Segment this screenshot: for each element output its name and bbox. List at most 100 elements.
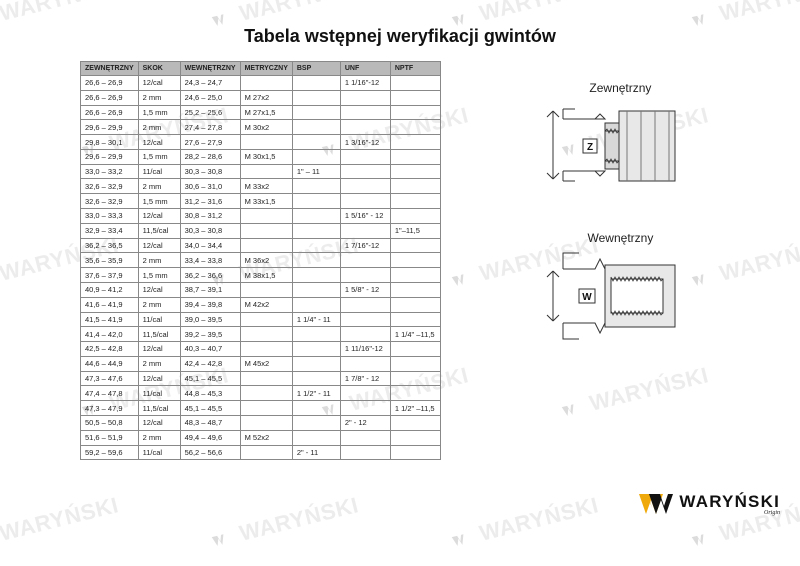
table-cell: 24,6 – 25,0: [180, 90, 240, 105]
table-cell: [390, 297, 440, 312]
table-cell: [292, 90, 340, 105]
table-cell: 11/cal: [138, 164, 180, 179]
table-cell: [340, 149, 390, 164]
table-row: 41,6 – 41,92 mm39,4 – 39,8M 42x2: [81, 297, 441, 312]
table-row: 44,6 – 44,92 mm42,4 – 42,8M 45x2: [81, 356, 441, 371]
table-cell: 2 mm: [138, 356, 180, 371]
table-cell: [292, 282, 340, 297]
table-cell: [240, 223, 292, 238]
table-cell: [390, 238, 440, 253]
table-cell: 59,2 – 59,6: [81, 445, 139, 460]
table-cell: 34,0 – 34,4: [180, 238, 240, 253]
table-cell: 35,6 – 35,9: [81, 253, 139, 268]
table-cell: 41,6 – 41,9: [81, 297, 139, 312]
table-cell: [292, 253, 340, 268]
table-cell: [240, 76, 292, 91]
table-cell: [292, 342, 340, 357]
content-row: ZEWNĘTRZNYSKOKWEWNĘTRZNYMETRYCZNYBSPUNFN…: [80, 61, 760, 460]
table-row: 32,9 – 33,411,5/cal30,3 – 30,81"–11,5: [81, 223, 441, 238]
table-row: 42,5 – 42,812/cal40,3 – 40,71 11/16"-12: [81, 342, 441, 357]
table-cell: 56,2 – 56,6: [180, 445, 240, 460]
table-cell: [390, 282, 440, 297]
table-cell: 1 1/16"-12: [340, 76, 390, 91]
table-cell: 36,2 – 36,6: [180, 268, 240, 283]
table-cell: [340, 386, 390, 401]
table-cell: 30,3 – 30,8: [180, 223, 240, 238]
table-cell: [292, 430, 340, 445]
table-cell: M 30x2: [240, 120, 292, 135]
table-cell: [340, 430, 390, 445]
col-header: BSP: [292, 62, 340, 76]
table-cell: [390, 149, 440, 164]
table-cell: 12/cal: [138, 415, 180, 430]
table-cell: M 36x2: [240, 253, 292, 268]
table-row: 59,2 – 59,611/cal56,2 – 56,62" - 11: [81, 445, 441, 460]
table-cell: 33,4 – 33,8: [180, 253, 240, 268]
table-row: 37,6 – 37,91,5 mm36,2 – 36,6M 38x1,5: [81, 268, 441, 283]
col-header: SKOK: [138, 62, 180, 76]
table-row: 32,6 – 32,91,5 mm31,2 – 31,6M 33x1,5: [81, 194, 441, 209]
internal-thread-svg: W: [545, 251, 695, 341]
table-cell: 27,6 – 27,9: [180, 135, 240, 150]
table-cell: [390, 445, 440, 460]
table-cell: 2" - 11: [292, 445, 340, 460]
table-cell: 12/cal: [138, 342, 180, 357]
table-row: 36,2 – 36,512/cal34,0 – 34,41 7/16"-12: [81, 238, 441, 253]
col-header: NPTF: [390, 62, 440, 76]
table-row: 26,6 – 26,91,5 mm25,2 – 25,6M 27x1,5: [81, 105, 441, 120]
table-cell: [390, 342, 440, 357]
table-cell: 45,1 – 45,5: [180, 371, 240, 386]
table-cell: [340, 297, 390, 312]
table-cell: [340, 401, 390, 416]
table-cell: [390, 209, 440, 224]
external-label: Zewnętrzny: [481, 81, 760, 95]
table-cell: [390, 164, 440, 179]
table-cell: 1 1/2" –11,5: [390, 401, 440, 416]
table-row: 33,0 – 33,312/cal30,8 – 31,21 5/16" - 12: [81, 209, 441, 224]
table-cell: 42,5 – 42,8: [81, 342, 139, 357]
table-cell: 41,4 – 42,0: [81, 327, 139, 342]
table-cell: [390, 179, 440, 194]
table-cell: 25,2 – 25,6: [180, 105, 240, 120]
table-cell: 12/cal: [138, 238, 180, 253]
table-cell: [240, 164, 292, 179]
table-cell: [240, 386, 292, 401]
table-row: 32,6 – 32,92 mm30,6 – 31,0M 33x2: [81, 179, 441, 194]
col-header: WEWNĘTRZNY: [180, 62, 240, 76]
table-cell: 51,6 – 51,9: [81, 430, 139, 445]
table-cell: [292, 120, 340, 135]
table-cell: [340, 164, 390, 179]
table-cell: [292, 209, 340, 224]
table-cell: 2 mm: [138, 253, 180, 268]
table-row: 29,6 – 29,92 mm27,4 – 27,8M 30x2: [81, 120, 441, 135]
table-cell: [390, 386, 440, 401]
table-cell: 49,4 – 49,6: [180, 430, 240, 445]
table-cell: [340, 253, 390, 268]
table-cell: 1"–11,5: [390, 223, 440, 238]
table-cell: 39,0 – 39,5: [180, 312, 240, 327]
table-cell: 47,4 – 47,8: [81, 386, 139, 401]
table-cell: 33,0 – 33,3: [81, 209, 139, 224]
table-cell: 1 5/8" - 12: [340, 282, 390, 297]
verification-table: ZEWNĘTRZNYSKOKWEWNĘTRZNYMETRYCZNYBSPUNFN…: [80, 61, 441, 460]
table-cell: 47,3 – 47,9: [81, 401, 139, 416]
table-cell: 26,6 – 26,9: [81, 90, 139, 105]
table-header-row: ZEWNĘTRZNYSKOKWEWNĘTRZNYMETRYCZNYBSPUNFN…: [81, 62, 441, 76]
table-cell: [292, 371, 340, 386]
table-row: 47,3 – 47,911,5/cal45,1 – 45,51 1/2" –11…: [81, 401, 441, 416]
brand-name: WARYŃSKI: [679, 492, 780, 512]
table-row: 50,5 – 50,812/cal48,3 – 48,72" - 12: [81, 415, 441, 430]
table-cell: 28,2 – 28,6: [180, 149, 240, 164]
table-cell: 26,6 – 26,9: [81, 105, 139, 120]
table-cell: 11,5/cal: [138, 223, 180, 238]
page: Tabela wstępnej weryfikacji gwintów ZEWN…: [0, 0, 800, 566]
table-cell: [390, 312, 440, 327]
table-cell: [292, 401, 340, 416]
table-cell: M 33x2: [240, 179, 292, 194]
table-row: 35,6 – 35,92 mm33,4 – 33,8M 36x2: [81, 253, 441, 268]
brand-w-icon: [639, 492, 673, 516]
table-cell: [240, 445, 292, 460]
right-column: Zewnętrzny Z: [481, 61, 760, 460]
table-cell: 39,4 – 39,8: [180, 297, 240, 312]
table-cell: [390, 194, 440, 209]
